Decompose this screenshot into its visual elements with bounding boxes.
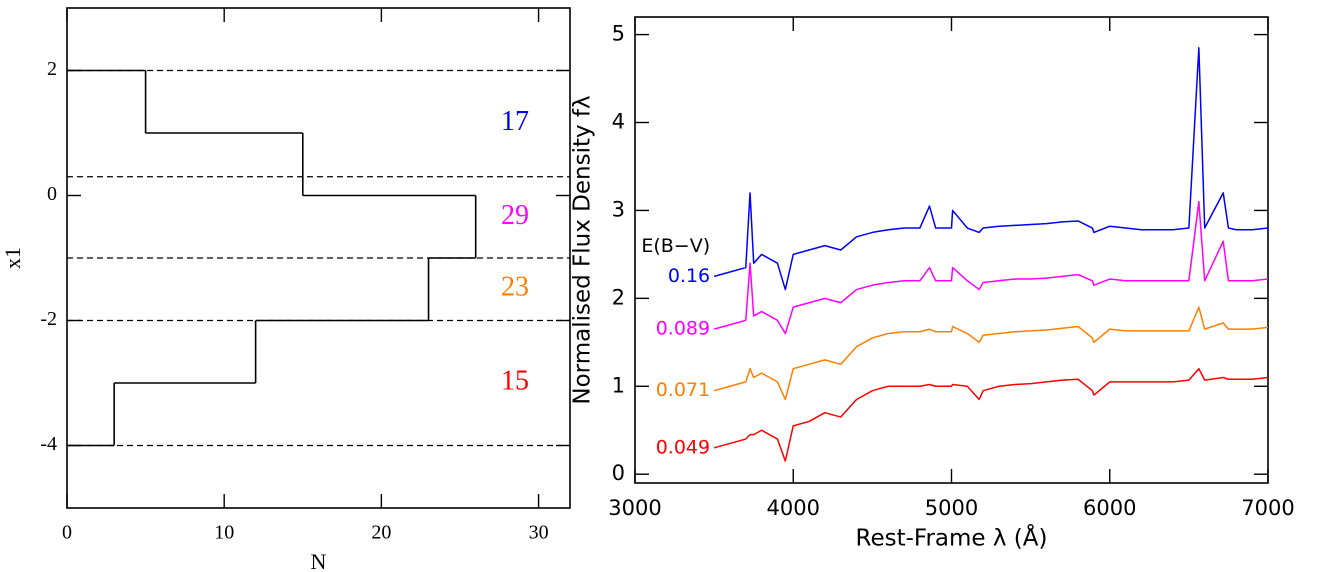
x-axis-label: Rest-Frame λ (Å) — [856, 524, 1048, 552]
spectrum-line — [713, 47, 1269, 291]
legend-entry: 0.089 — [656, 318, 710, 340]
step-connector — [67, 69, 476, 447]
x-tick-label: 10 — [214, 522, 234, 544]
legend-title: E(B−V) — [641, 235, 710, 257]
annotation: 29 — [501, 200, 529, 231]
y-tick-label: 3 — [612, 197, 625, 221]
y-tick-label: -2 — [40, 308, 57, 330]
spectrum-line — [713, 367, 1269, 462]
x-axis-label: N — [311, 549, 327, 572]
annotation: 17 — [501, 106, 529, 137]
y-axis-label: Normalised Flux Density fλ — [570, 95, 596, 404]
y-tick-label: -4 — [40, 433, 57, 455]
y-tick-label: 5 — [612, 22, 625, 46]
y-tick-label: 2 — [612, 285, 625, 309]
y-tick-label: 1 — [612, 373, 625, 397]
annotation: 23 — [501, 272, 529, 303]
x-tick-label: 30 — [529, 522, 549, 544]
annotation: 15 — [501, 365, 529, 396]
x-tick-label: 3000 — [608, 496, 661, 520]
x-tick-label: 0 — [62, 522, 72, 544]
y-tick-label: 0 — [47, 183, 57, 205]
y-tick-label: 2 — [47, 58, 57, 80]
y-axis-label: x1 — [0, 247, 25, 269]
spectrum-line — [713, 306, 1269, 401]
spectrum-line — [713, 200, 1269, 335]
legend-entry: 0.049 — [656, 436, 710, 458]
plot-frame — [634, 16, 1269, 484]
y-tick-label: 4 — [612, 110, 625, 134]
x-tick-label: 20 — [371, 522, 391, 544]
x-tick-label: 5000 — [925, 496, 978, 520]
y-tick-label: 0 — [612, 461, 625, 485]
x-tick-label: 6000 — [1083, 496, 1136, 520]
x-tick-label: 4000 — [767, 496, 820, 520]
legend-entry: 0.16 — [668, 265, 710, 287]
legend-entry: 0.071 — [656, 379, 710, 401]
x-tick-label: 7000 — [1241, 496, 1294, 520]
